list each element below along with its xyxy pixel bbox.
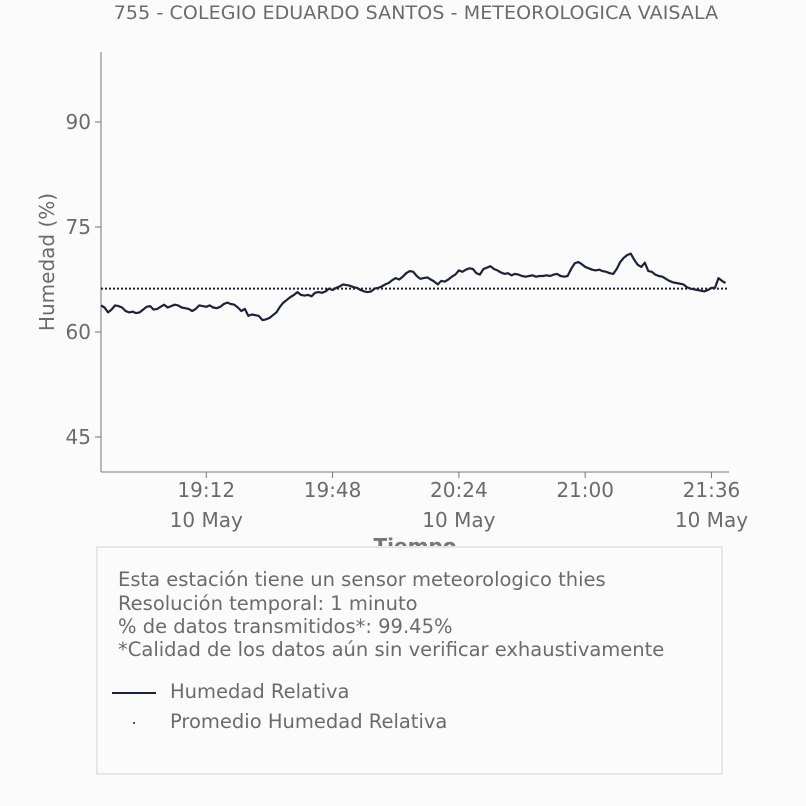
- series-layer: [100, 252, 729, 322]
- x-tick-date-label: 10 May: [422, 508, 495, 532]
- info-resolution-text: Resolución temporal: 1 minuto: [118, 592, 418, 615]
- info-transmitted-text: % de datos transmitidos*: 99.45%: [118, 615, 453, 638]
- y-tick-label: 75: [66, 215, 91, 239]
- x-tick-label: 21:00: [556, 478, 614, 502]
- humidity-line: [100, 252, 727, 322]
- info-sensor-text: Esta estación tiene un sensor meteorolog…: [118, 568, 606, 591]
- x-tick-label: 20:24: [430, 478, 488, 502]
- x-tick-label: 21:36: [683, 478, 741, 502]
- x-tick-label: 19:48: [304, 478, 362, 502]
- chart-title: 755 - COLEGIO EDUARDO SANTOS - METEOROLO…: [113, 2, 719, 24]
- y-tick-label: 60: [66, 320, 91, 344]
- x-tick-date-label: 10 May: [675, 508, 748, 532]
- legend-dot-swatch: [133, 722, 135, 724]
- legend-label-promedio: Promedio Humedad Relativa: [170, 710, 448, 733]
- x-tick-label: 19:12: [177, 478, 235, 502]
- legend-line-swatch: [112, 692, 156, 694]
- y-tick-label: 45: [66, 425, 91, 449]
- y-ticks: 45 60 75 90: [66, 110, 101, 449]
- y-tick-label: 90: [66, 110, 91, 134]
- info-legend-box: Esta estación tiene un sensor meteorolog…: [96, 546, 723, 775]
- legend-label-humedad: Humedad Relativa: [170, 680, 350, 703]
- y-axis-label: Humedad (%): [35, 193, 59, 331]
- x-ticks: 19:12 10 May 19:48 20:24 10 May 21:00 21:36 10 …: [170, 472, 748, 532]
- x-tick-date-label: 10 May: [170, 508, 243, 532]
- chart-svg: 45 60 75 90 19:12 10 May 19:48 20:24 10 May 21:0…: [35, 52, 748, 558]
- info-quality-note: *Calidad de los datos aún sin verificar …: [118, 638, 665, 661]
